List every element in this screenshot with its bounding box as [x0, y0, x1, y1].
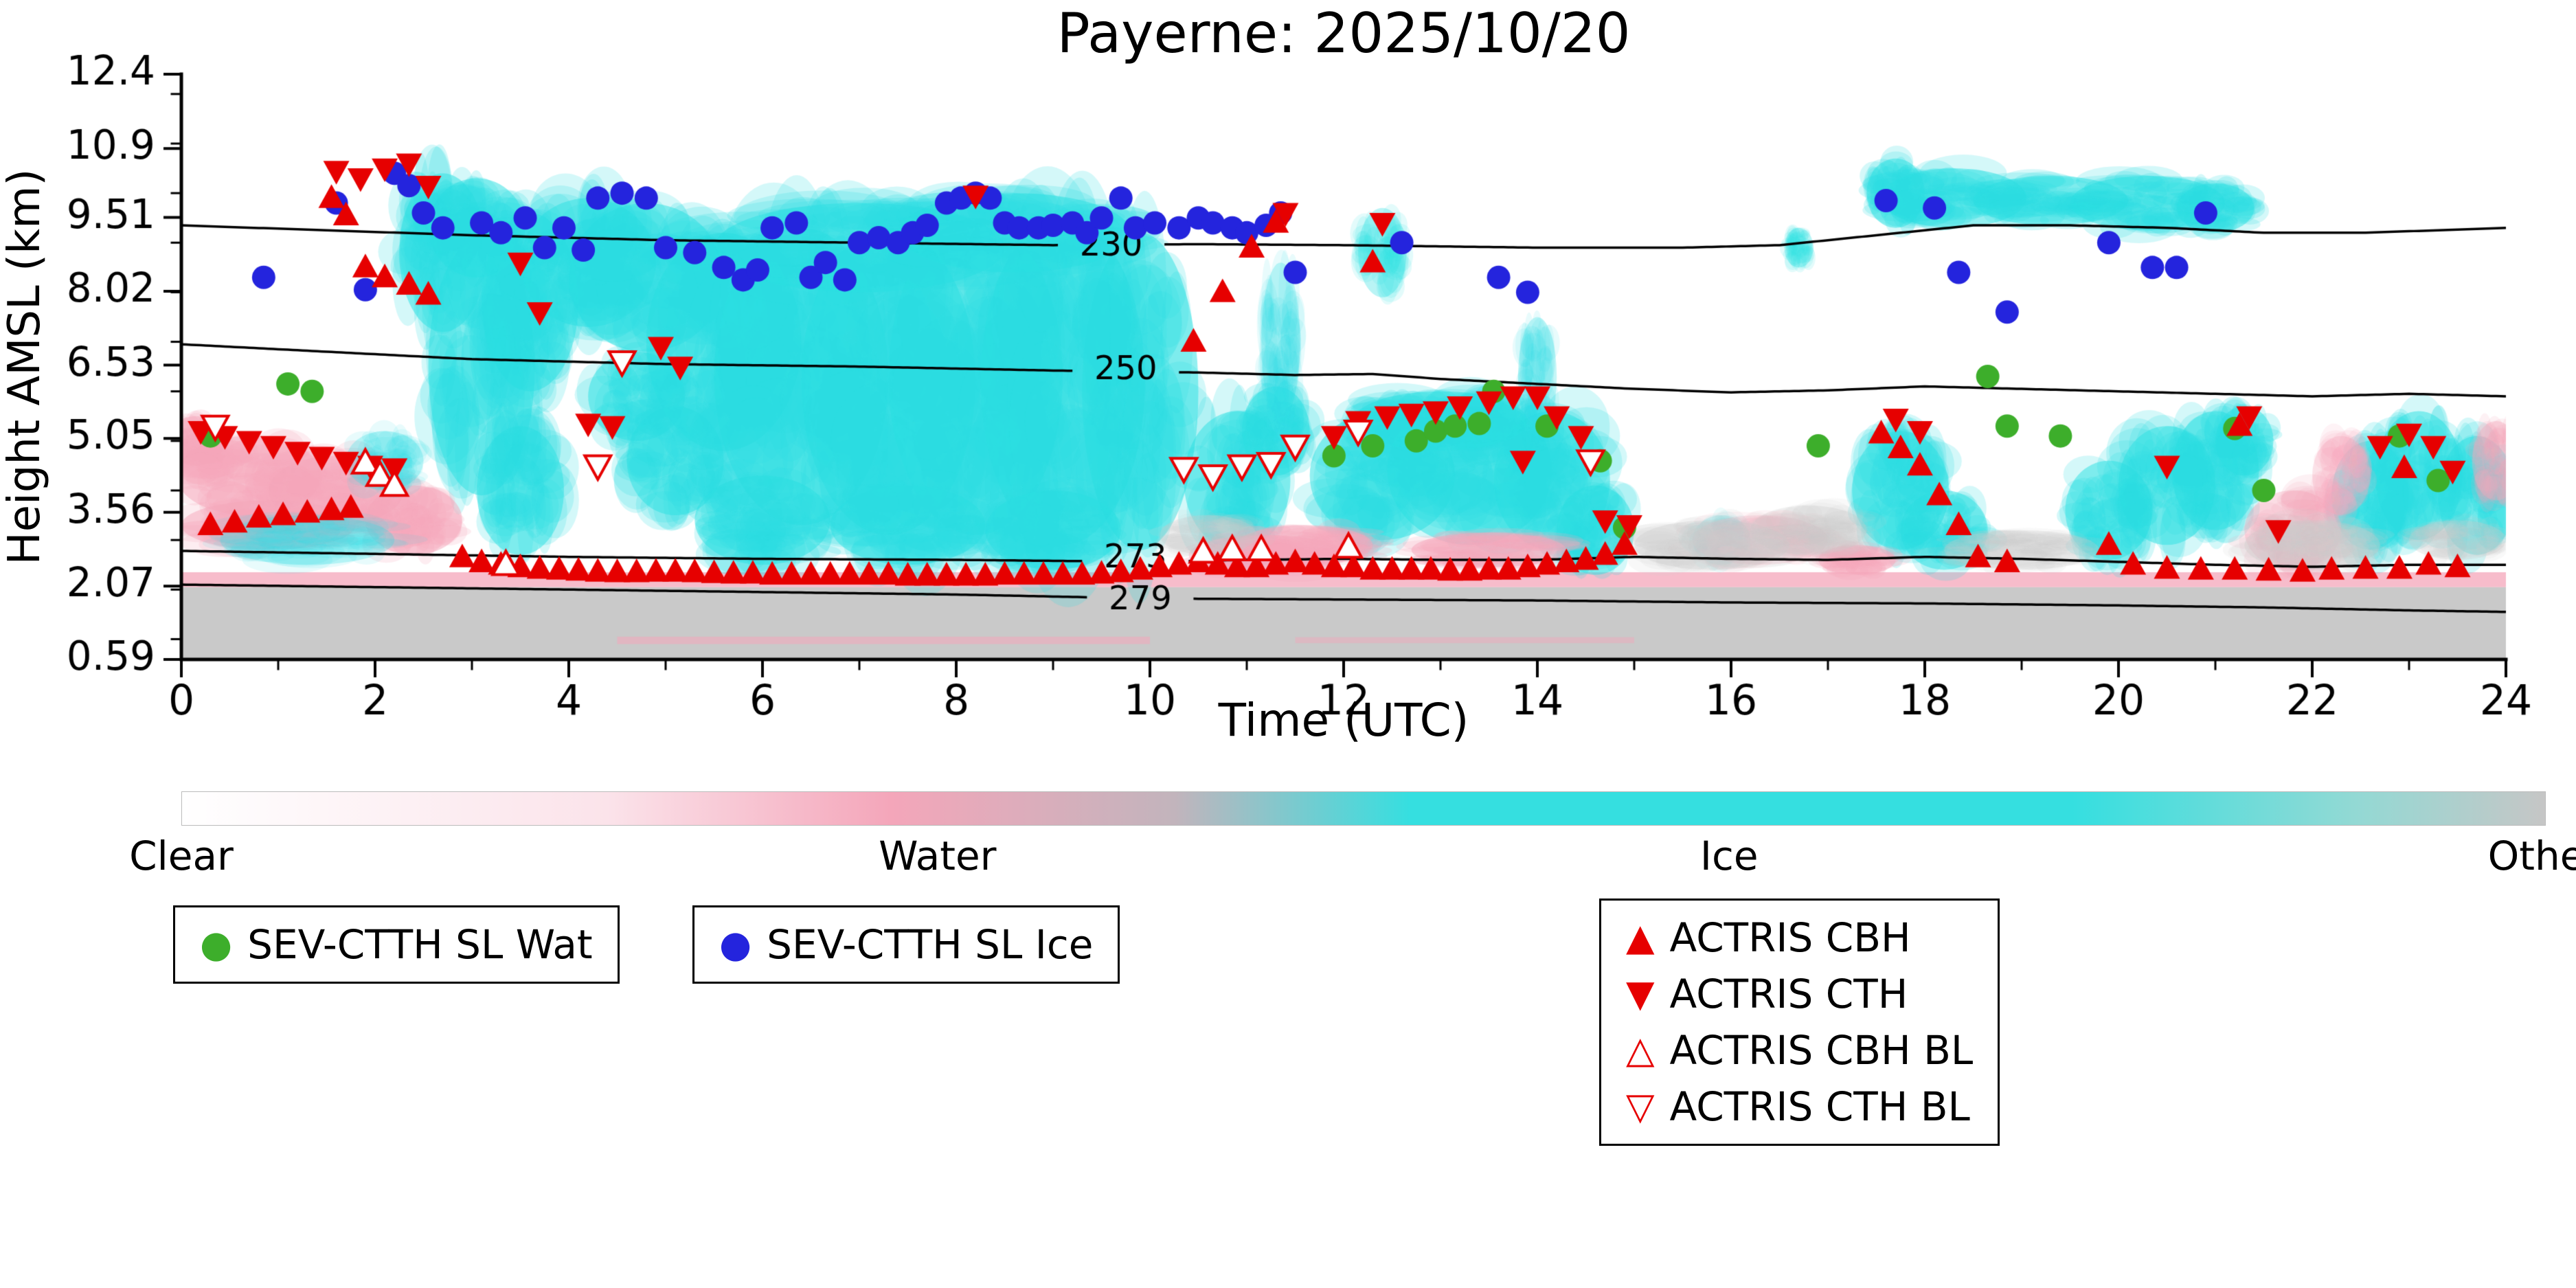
legend-actris: ▲ ACTRIS CBH ▼ ACTRIS CTH △ ACTRIS CBH B… — [1599, 899, 2000, 1146]
red-triangle-up-marker-icon: ▲ — [1626, 916, 1655, 959]
red-triangle-down-open-marker-icon: ▽ — [1626, 1085, 1655, 1128]
legend-item: ▽ ACTRIS CTH BL — [1626, 1083, 1973, 1130]
legend-label: ACTRIS CBH — [1669, 914, 1911, 961]
legend-item: ▼ ACTRIS CTH — [1626, 971, 1973, 1017]
y-axis-label: Height AMSL (km) — [0, 168, 50, 565]
colorbar-label-water: Water — [879, 833, 997, 879]
legend-label: ACTRIS CTH — [1669, 971, 1908, 1017]
x-axis-label: Time (UTC) — [1218, 694, 1469, 747]
red-triangle-down-marker-icon: ▼ — [1626, 972, 1655, 1015]
classification-colorbar — [181, 791, 2546, 826]
colorbar-labels: Clear Water Ice Other — [129, 833, 2576, 881]
legend-sev-ctth-wat: ● SEV-CTTH SL Wat — [173, 905, 620, 984]
legend-item: ● SEV-CTTH SL Wat — [200, 921, 593, 968]
legend-label: SEV-CTTH SL Wat — [247, 921, 593, 968]
legend-label: ACTRIS CBH BL — [1669, 1027, 1974, 1074]
red-triangle-up-open-marker-icon: △ — [1626, 1028, 1655, 1072]
blue-circle-marker-icon: ● — [719, 923, 752, 966]
chart-title: Payerne: 2025/10/20 — [1057, 1, 1631, 65]
colorbar-label-clear: Clear — [129, 833, 234, 879]
legend-item: ▲ ACTRIS CBH — [1626, 914, 1973, 961]
legend-sev-ctth-ice: ● SEV-CTTH SL Ice — [692, 905, 1120, 984]
time-height-plot — [0, 0, 2576, 769]
colorbar-label-ice: Ice — [1699, 833, 1759, 879]
legend-item: ● SEV-CTTH SL Ice — [719, 921, 1093, 968]
legend-label: ACTRIS CTH BL — [1669, 1083, 1970, 1130]
legend-label: SEV-CTTH SL Ice — [767, 921, 1094, 968]
legend-item: △ ACTRIS CBH BL — [1626, 1027, 1973, 1074]
colorbar-label-other: Other — [2487, 833, 2576, 879]
green-circle-marker-icon: ● — [200, 923, 233, 966]
